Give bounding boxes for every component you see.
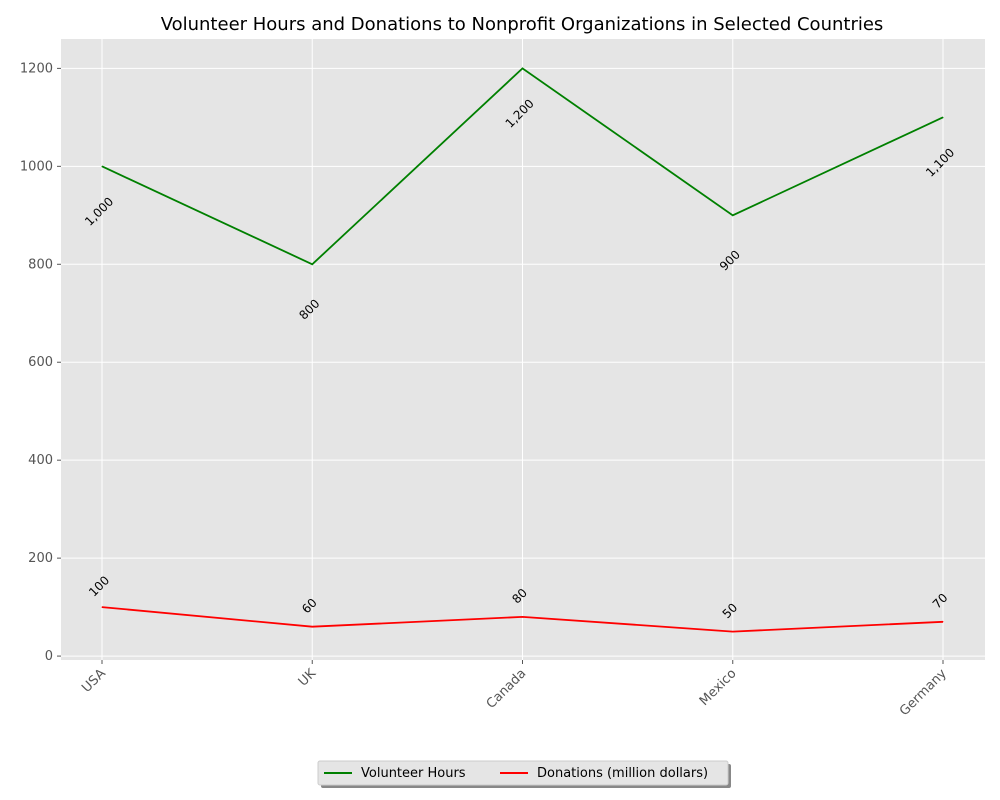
y-tick-label: 600 [28,355,53,370]
data-point [101,165,103,167]
chart-title: Volunteer Hours and Donations to Nonprof… [161,14,884,35]
y-tick-label: 400 [28,453,53,468]
y-tick-label: 200 [28,551,53,566]
series-layer [101,67,944,633]
data-point [732,214,734,216]
x-tick-label: Mexico [697,666,740,709]
y-tick-label: 1200 [20,61,53,76]
y-tick-label: 0 [45,649,53,664]
x-tick-label: UK [296,666,320,690]
data-point [311,626,313,628]
legend-label: Donations (million dollars) [537,766,708,781]
legend: Volunteer Hours Donations (million dollar… [317,760,731,788]
y-tick-label: 800 [28,257,53,272]
y-tick-label: 1000 [20,159,53,174]
grid [61,39,985,660]
data-point [522,67,523,69]
data-point [942,621,944,623]
data-point [732,631,734,633]
data-point [942,116,944,118]
x-tick-label: USA [79,666,109,696]
x-tick-label: Canada [484,666,530,712]
data-point [311,263,313,265]
legend-label: Volunteer Hours [361,766,466,781]
data-point [101,606,103,608]
x-tick-label: Germany [897,666,950,719]
data-point [522,616,523,618]
